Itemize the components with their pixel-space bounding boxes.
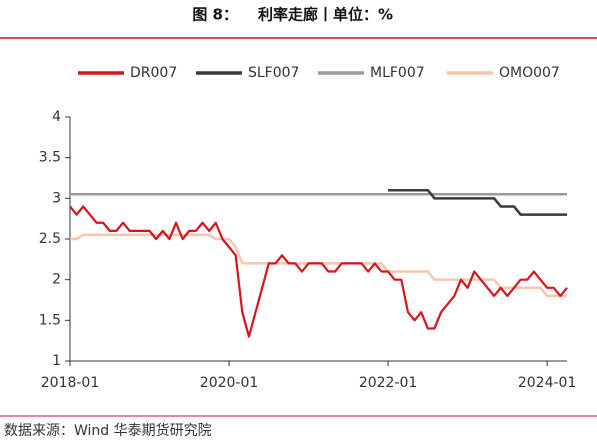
y-tick-label: 2.5 [39, 231, 61, 247]
legend-label: MLF007 [370, 65, 425, 81]
source: 数据来源：Wind 华泰期货研究院 [4, 422, 212, 439]
series-line [69, 205, 568, 338]
x-tick-label: 2022-01 [359, 375, 418, 391]
y-tick-label: 3.5 [39, 150, 61, 166]
y-tick-label: 1 [52, 353, 61, 369]
y-tick-label: 1.5 [39, 312, 61, 328]
x-tick-label: 2020-01 [200, 375, 259, 391]
figure-label: 图 8： [192, 6, 238, 24]
x-tick-label: 2018-01 [41, 375, 100, 391]
y-tick-label: 4 [52, 109, 61, 125]
series-line [388, 188, 567, 216]
series-line [70, 233, 567, 298]
chart-title: 利率走廊丨单位：% [258, 6, 393, 24]
y-tick-label: 3 [52, 190, 61, 206]
x-tick-label: 2024-01 [518, 375, 577, 391]
legend-label: SLF007 [248, 65, 299, 81]
legend-label: OMO007 [499, 65, 560, 81]
y-tick-label: 2 [52, 272, 61, 288]
legend-label: DR007 [130, 65, 177, 81]
